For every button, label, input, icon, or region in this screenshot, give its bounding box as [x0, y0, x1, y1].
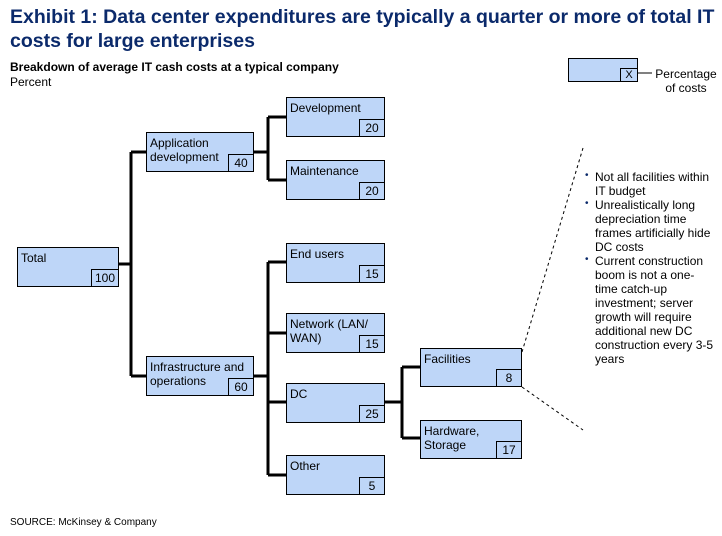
chart-subtitle: Breakdown of average IT cash costs at a … [10, 60, 339, 74]
node-hardware-storage: Hardware, Storage 17 [420, 420, 522, 459]
node-label: Other [290, 459, 321, 473]
node-label: Maintenance [290, 164, 359, 178]
node-value: 15 [359, 335, 385, 353]
node-value: 8 [496, 369, 522, 387]
node-maintenance: Maintenance 20 [286, 160, 385, 200]
node-label: End users [290, 247, 345, 261]
node-infrastructure-operations: Infrastructure and operations 60 [146, 356, 254, 396]
node-label: Network (LAN/ WAN) [290, 317, 369, 345]
legend-box: X [568, 58, 638, 82]
source-note: SOURCE: McKinsey & Company [10, 517, 157, 528]
node-label: Hardware, Storage [424, 424, 480, 452]
node-value: 17 [496, 441, 522, 459]
node-end-users: End users 15 [286, 243, 385, 283]
node-label: Development [290, 101, 361, 115]
node-label: DC [290, 387, 308, 401]
legend-text: Percentage of costs [655, 67, 717, 95]
node-value: 15 [359, 265, 385, 283]
node-total: Total 100 [17, 247, 119, 287]
node-value: 100 [91, 269, 119, 287]
node-facilities: Facilities 8 [420, 348, 522, 387]
node-value: 20 [359, 182, 385, 200]
unit-label: Percent [10, 75, 52, 89]
note-item: Current construction boom is not a one-t… [585, 253, 715, 366]
facilities-notes: Not all facilities within IT budget Unre… [585, 169, 715, 366]
node-application-development: Application development 40 [146, 132, 254, 172]
exhibit-title: Exhibit 1: Data center expenditures are … [10, 6, 715, 52]
note-item: Unrealistically long depreciation time f… [585, 197, 715, 254]
node-label: Application development [150, 136, 219, 164]
node-label: Infrastructure and operations [150, 360, 245, 388]
note-item: Not all facilities within IT budget [585, 169, 715, 198]
node-dc: DC 25 [286, 383, 385, 423]
legend-marker: X [620, 68, 638, 82]
node-value: 60 [228, 378, 254, 396]
node-label: Facilities [424, 352, 471, 366]
node-other: Other 5 [286, 455, 385, 495]
node-label: Total [21, 251, 47, 265]
node-value: 25 [359, 405, 385, 423]
node-network: Network (LAN/ WAN) 15 [286, 313, 385, 353]
node-value: 20 [359, 119, 385, 137]
node-development: Development 20 [286, 97, 385, 137]
node-value: 5 [359, 477, 385, 495]
node-value: 40 [228, 154, 254, 172]
